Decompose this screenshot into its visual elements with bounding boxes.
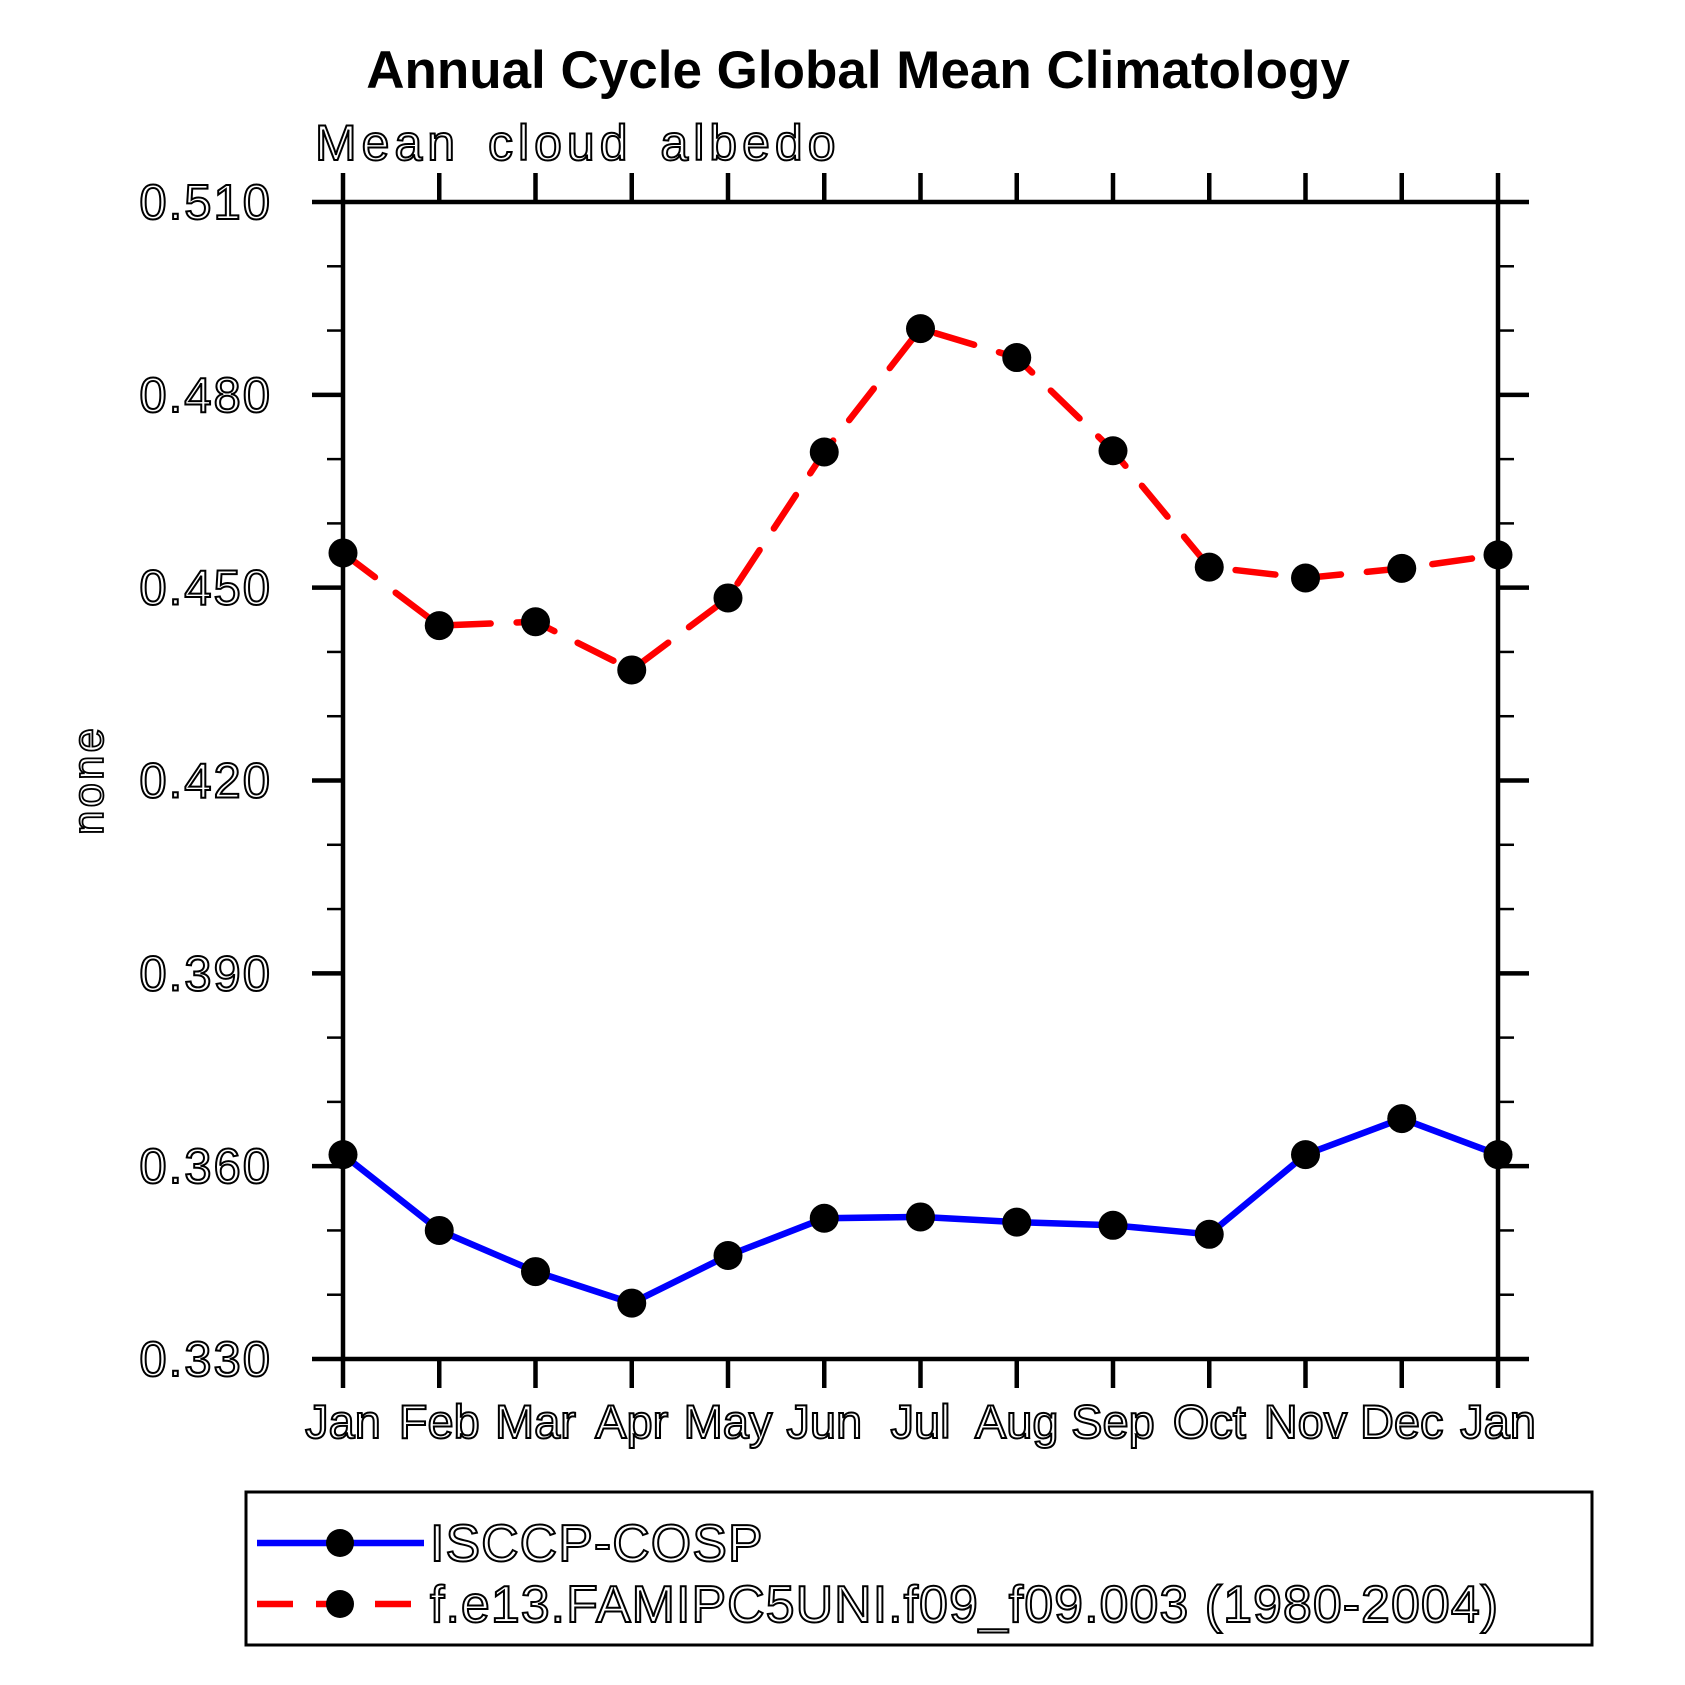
x-tick-label: Nov bbox=[1264, 1395, 1348, 1448]
data-point-marker bbox=[713, 1241, 743, 1271]
legend-marker-1 bbox=[326, 1590, 354, 1618]
series-line-1 bbox=[339, 325, 1502, 674]
data-point-marker bbox=[1194, 1219, 1224, 1249]
legend-marker-0 bbox=[326, 1529, 354, 1557]
data-point-marker bbox=[1194, 552, 1224, 582]
x-tick-label: Apr bbox=[595, 1395, 668, 1448]
y-tick-label: 0.390 bbox=[139, 947, 272, 1001]
data-point-marker bbox=[809, 437, 839, 467]
legend-label-0: ISCCP-COSP bbox=[430, 1515, 764, 1573]
x-tick-label: Dec bbox=[1360, 1395, 1444, 1448]
legend-label-1: f.e13.FAMIPC5UNI.f09_f09.003 (1980-2004) bbox=[430, 1576, 1499, 1634]
x-tick-label: May bbox=[684, 1395, 773, 1448]
x-tick-label: Mar bbox=[495, 1395, 576, 1448]
data-point-marker bbox=[1002, 343, 1032, 373]
y-tick-label: 0.420 bbox=[139, 755, 272, 809]
data-point-marker bbox=[521, 1257, 550, 1287]
data-point-marker bbox=[1098, 1210, 1128, 1240]
plot-frame-group bbox=[340, 199, 1501, 1362]
x-tick-label: Jan bbox=[305, 1395, 381, 1448]
data-point-marker bbox=[617, 1288, 647, 1318]
y-tick-label: 0.480 bbox=[139, 369, 272, 423]
x-tick-label: Oct bbox=[1173, 1395, 1246, 1448]
x-tick-label: Jul bbox=[890, 1395, 950, 1448]
y-tick-label: 0.510 bbox=[139, 176, 272, 230]
data-point-marker bbox=[713, 583, 743, 613]
data-point-marker bbox=[1098, 436, 1128, 466]
data-series-group bbox=[328, 314, 1513, 1318]
legend-box bbox=[244, 1490, 1594, 1647]
y-tick-label: 0.360 bbox=[139, 1140, 272, 1194]
chart-title: Annual Cycle Global Mean Climatology bbox=[366, 41, 1350, 100]
data-point-marker bbox=[424, 611, 454, 641]
data-point-marker bbox=[617, 655, 647, 685]
data-point-marker bbox=[328, 538, 358, 568]
axis-ticks-group bbox=[312, 173, 1529, 1388]
axis-labels-group: 0.330 0.360 0.390 0.420 0.450 0.480 0.510 Jan Fe… bbox=[138, 175, 1537, 1449]
chart-subtitle: Mean cloud albedo bbox=[315, 115, 841, 171]
y-axis-label: none bbox=[64, 725, 113, 835]
data-point-marker bbox=[521, 607, 550, 637]
y-tick-label: 0.330 bbox=[139, 1333, 272, 1387]
data-point-marker bbox=[1483, 1140, 1513, 1170]
data-point-marker bbox=[906, 1202, 935, 1232]
x-tick-label: Sep bbox=[1071, 1395, 1155, 1448]
plot-frame bbox=[340, 199, 1501, 1362]
data-point-marker bbox=[1291, 1140, 1320, 1170]
x-tick-label: Jun bbox=[786, 1395, 862, 1448]
data-point-marker bbox=[1483, 540, 1513, 570]
x-tick-label: Aug bbox=[975, 1395, 1059, 1448]
y-tick-label: 0.450 bbox=[139, 562, 272, 616]
data-point-marker bbox=[328, 1140, 358, 1170]
data-point-marker bbox=[424, 1215, 454, 1245]
data-point-marker bbox=[1387, 553, 1417, 583]
data-point-marker bbox=[1291, 563, 1320, 593]
data-point-marker bbox=[906, 314, 935, 344]
x-tick-label: Jan bbox=[1460, 1395, 1536, 1448]
data-point-marker bbox=[809, 1203, 839, 1233]
data-point-marker bbox=[1387, 1104, 1417, 1134]
data-point-marker bbox=[1002, 1207, 1032, 1237]
x-tick-label: Feb bbox=[399, 1395, 480, 1448]
